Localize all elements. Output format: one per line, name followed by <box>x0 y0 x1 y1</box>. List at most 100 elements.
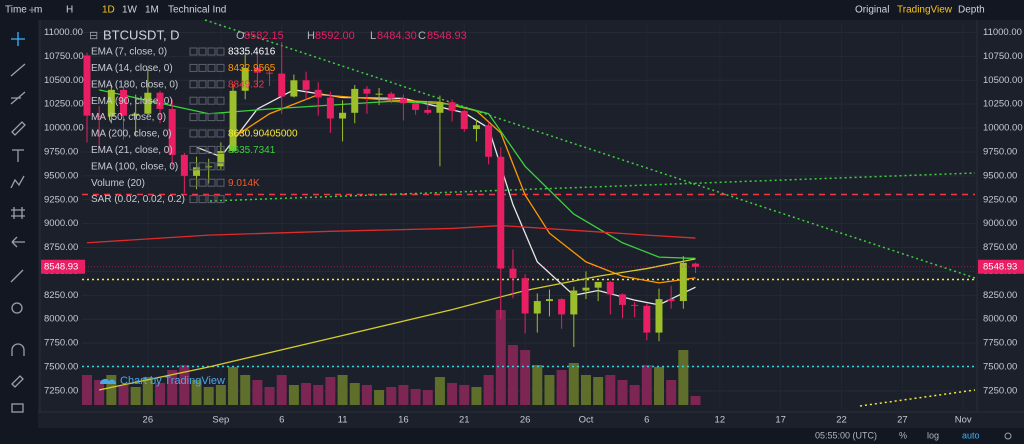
candle-body <box>193 167 201 176</box>
volume-bar <box>580 375 591 405</box>
indicator-button[interactable] <box>216 162 225 171</box>
indicator-button[interactable] <box>207 145 216 154</box>
indicator-name[interactable]: MA (50, close, 0) <box>91 112 166 123</box>
indicator-button[interactable] <box>198 113 207 122</box>
indicator-button[interactable] <box>207 96 216 105</box>
magnet-icon[interactable] <box>11 343 25 356</box>
indicator-button[interactable] <box>216 47 225 56</box>
view-button[interactable]: Depth <box>958 5 985 16</box>
indicator-button[interactable] <box>207 80 216 89</box>
left-price-label: 9000.00 <box>44 218 78 229</box>
pattern-icon[interactable] <box>10 175 25 189</box>
indicator-button[interactable] <box>198 195 207 204</box>
indicator-button[interactable] <box>198 162 207 171</box>
tool-icons[interactable] <box>10 7 35 413</box>
crosshair-icon[interactable] <box>11 32 25 46</box>
indicator-button[interactable] <box>207 129 216 138</box>
indicator-name[interactable]: EMA (21, close, 0) <box>91 145 173 156</box>
text-icon[interactable] <box>12 149 24 162</box>
fib-icon[interactable] <box>10 91 26 105</box>
indicator-button[interactable] <box>216 96 225 105</box>
indicator-button[interactable] <box>216 80 225 89</box>
indicator-button[interactable] <box>207 47 216 56</box>
indicator-button[interactable] <box>189 162 198 171</box>
indicator-button[interactable] <box>198 80 207 89</box>
indicator-button[interactable] <box>207 162 216 171</box>
toolbar-button[interactable]: Time <box>5 5 27 16</box>
indicator-button[interactable] <box>189 80 198 89</box>
indicator-button[interactable] <box>198 129 207 138</box>
indicator-name[interactable]: EMA (180, close, 0) <box>91 79 178 90</box>
view-button[interactable]: TradingView <box>897 5 953 16</box>
indicator-name[interactable]: Volume (20) <box>91 178 145 189</box>
indicator-button[interactable] <box>189 96 198 105</box>
indicator-name[interactable]: EMA (7, close, 0) <box>91 47 167 58</box>
time-label: 12 <box>715 415 726 426</box>
log-toggle[interactable]: log <box>927 430 939 440</box>
symbol[interactable]: BTCUSDT, D <box>103 27 180 42</box>
time-label: 26 <box>143 415 154 426</box>
brush-icon[interactable] <box>11 121 26 136</box>
indicator-button[interactable] <box>216 113 225 122</box>
lock-draw-icon[interactable] <box>11 375 24 388</box>
toolbar-button[interactable]: Technical Ind <box>168 5 226 16</box>
ruler-icon[interactable] <box>10 269 24 283</box>
volume-bar <box>434 377 445 405</box>
gann-icon[interactable] <box>11 207 25 219</box>
indicator-value: 8630.90405000 <box>228 129 298 140</box>
toolbar-button[interactable]: 1W <box>122 5 138 16</box>
indicator-button[interactable] <box>198 145 207 154</box>
indicator-button[interactable] <box>216 129 225 138</box>
left-price-label: 7500.00 <box>44 362 78 373</box>
candle-body <box>120 89 128 116</box>
candle-body <box>266 72 274 74</box>
close-value: 8548.93 <box>427 30 467 42</box>
indicator-button[interactable] <box>207 113 216 122</box>
indicator-button[interactable] <box>189 195 198 204</box>
trend-line <box>859 389 976 407</box>
zoom-icon[interactable] <box>11 302 23 314</box>
toolbar-button[interactable]: H <box>66 5 73 16</box>
indicator-button[interactable] <box>189 129 198 138</box>
indicator-button[interactable] <box>189 145 198 154</box>
candle-body <box>375 93 383 95</box>
percent-toggle[interactable]: % <box>899 430 907 440</box>
indicator-button[interactable] <box>216 178 225 187</box>
indicator-button[interactable] <box>216 63 225 72</box>
view-button[interactable]: Original <box>855 5 889 16</box>
time-label: 22 <box>836 415 847 426</box>
indicator-name[interactable]: EMA (100, close, 0) <box>91 161 178 172</box>
volume-bar <box>167 370 178 405</box>
indicator-name[interactable]: SAR (0.02, 0.02, 0.2) <box>91 194 185 205</box>
indicator-button[interactable] <box>198 47 207 56</box>
indicator-button[interactable] <box>198 178 207 187</box>
indicator-button[interactable] <box>189 178 198 187</box>
toolbar-button[interactable]: 1D <box>102 5 115 16</box>
indicator-button[interactable] <box>207 178 216 187</box>
back-icon[interactable] <box>11 236 25 248</box>
indicator-button[interactable] <box>198 63 207 72</box>
candle-body <box>290 80 298 97</box>
time-label: Nov <box>955 415 972 426</box>
toolbar-button[interactable]: 1M <box>145 5 159 16</box>
indicator-button[interactable] <box>189 63 198 72</box>
indicator-name[interactable]: EMA (14, close, 0) <box>91 63 173 74</box>
auto-toggle[interactable]: auto <box>962 430 980 440</box>
volume-bar <box>203 387 214 405</box>
indicator-button[interactable] <box>207 63 216 72</box>
toolbar-button[interactable]: m <box>34 5 42 16</box>
indicator-button[interactable] <box>216 195 225 204</box>
indicator-button[interactable] <box>207 195 216 204</box>
settings-icon[interactable] <box>1004 432 1012 440</box>
indicator-button[interactable] <box>198 96 207 105</box>
indicator-name[interactable]: MA (200, close, 0) <box>91 129 172 140</box>
lock-icon[interactable] <box>11 403 24 413</box>
candle-body <box>217 151 225 167</box>
indicator-button[interactable] <box>189 113 198 122</box>
indicator-button[interactable] <box>216 145 225 154</box>
indicator-button[interactable] <box>189 47 198 56</box>
volume-bar <box>605 375 616 405</box>
trendline-icon[interactable] <box>10 63 26 77</box>
indicator-name[interactable]: EMA (90, close, 0) <box>91 96 173 107</box>
fullscreen-icon[interactable] <box>29 7 35 13</box>
